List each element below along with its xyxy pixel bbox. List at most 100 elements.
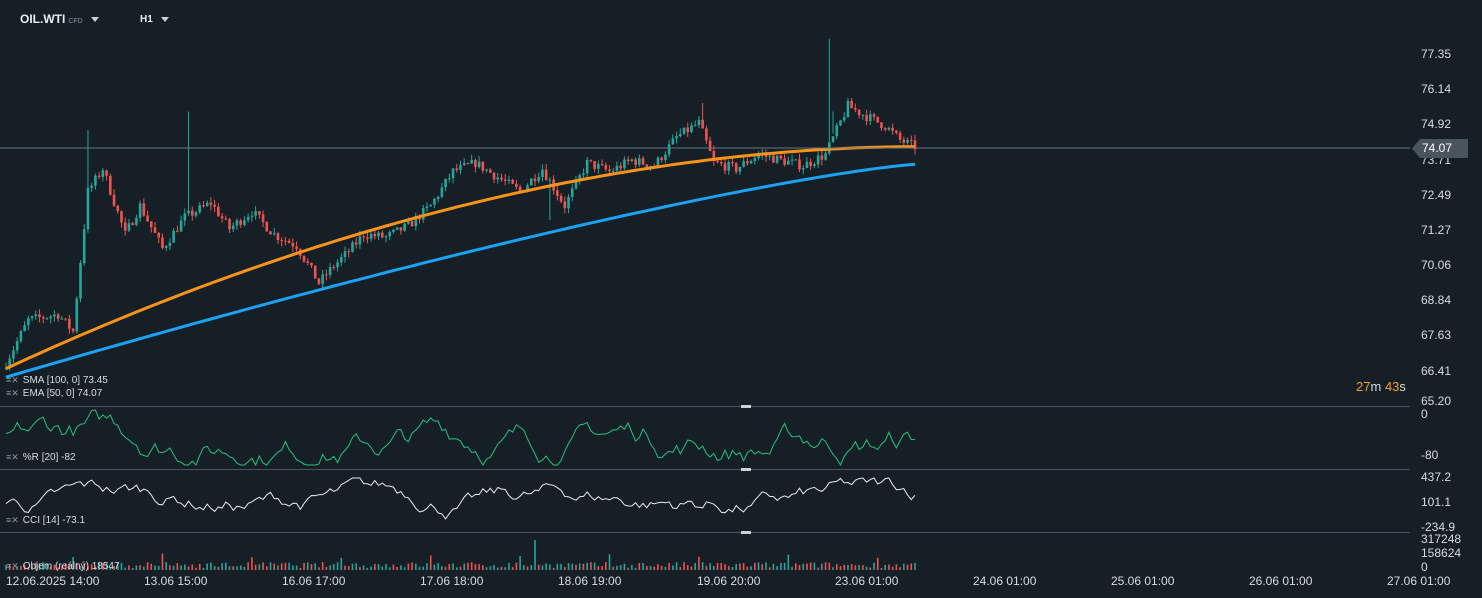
- volume-bar: [754, 562, 756, 570]
- candle-body: [518, 186, 522, 192]
- volume-bar: [645, 566, 648, 570]
- candle-body: [801, 168, 805, 170]
- settings-icon[interactable]: ≡✕: [6, 388, 19, 398]
- candle-body: [608, 169, 611, 172]
- volume-bar: [586, 562, 588, 570]
- candle-body: [377, 232, 380, 237]
- settings-icon[interactable]: ≡✕: [6, 452, 19, 462]
- volume-bar: [463, 563, 466, 570]
- volume-bar: [709, 563, 711, 570]
- candle-body: [764, 154, 768, 157]
- candle-body: [220, 216, 224, 219]
- volume-bar: [64, 563, 67, 570]
- candle-body: [265, 221, 269, 232]
- volume-bar: [817, 567, 819, 570]
- volume-bar: [824, 562, 827, 570]
- candle-body: [712, 151, 716, 161]
- volume-bar: [116, 562, 119, 570]
- sma-legend[interactable]: ≡✕ SMA [100, 0] 73.45: [6, 375, 108, 386]
- candle-body: [783, 158, 786, 165]
- candle-body: [172, 230, 175, 243]
- volume-bar: [575, 564, 577, 570]
- candle-body: [477, 161, 481, 168]
- candle-body: [544, 169, 548, 180]
- volume-bar: [482, 565, 484, 570]
- volume-bar: [582, 563, 585, 570]
- volume-bar: [411, 562, 413, 570]
- volume-bar: [247, 562, 249, 570]
- pane-resize-handle[interactable]: [741, 468, 751, 471]
- timeframe-selector[interactable]: H1: [140, 14, 169, 25]
- settings-icon[interactable]: ≡✕: [6, 515, 19, 525]
- candle-body: [27, 318, 30, 326]
- settings-icon[interactable]: ≡✕: [6, 375, 19, 385]
- volume-bar: [57, 567, 59, 570]
- candle-body: [79, 263, 82, 299]
- candle-body: [295, 246, 298, 250]
- candle-body: [809, 161, 812, 166]
- volume-bar: [511, 566, 514, 570]
- candle-body: [120, 211, 123, 223]
- settings-icon[interactable]: ≡✕: [6, 561, 19, 571]
- candle-body: [328, 267, 332, 275]
- candle-body: [529, 178, 533, 186]
- volume-bar: [761, 564, 764, 570]
- volume-bar: [184, 564, 186, 570]
- candle-body: [846, 100, 850, 118]
- volume-bar: [828, 562, 831, 570]
- volume-bar: [459, 566, 462, 570]
- volume-bar: [858, 564, 860, 570]
- volume-bar: [470, 562, 473, 570]
- candle-body: [906, 139, 909, 143]
- volume-bar: [217, 566, 220, 570]
- volume-bar: [638, 563, 641, 570]
- volume-bar: [195, 567, 197, 570]
- candle-body: [563, 201, 567, 209]
- candle-body: [507, 179, 511, 181]
- candle-body: [179, 220, 183, 232]
- volume-bar: [198, 564, 201, 570]
- volume-bar: [843, 564, 846, 570]
- volume-bar: [295, 565, 298, 570]
- candle-body: [116, 205, 120, 212]
- wr-legend[interactable]: ≡✕ %R [20] -82: [6, 452, 76, 463]
- cci-legend[interactable]: ≡✕ CCI [14] -73.1: [6, 515, 85, 526]
- candle-body: [775, 155, 779, 163]
- time-tick: 25.06 01:00: [1111, 574, 1175, 588]
- candle-body: [865, 115, 868, 122]
- volume-bar: [381, 566, 384, 570]
- candle-body: [731, 162, 734, 164]
- candle-body: [723, 163, 727, 171]
- volume-bar: [519, 555, 521, 570]
- candle-body: [600, 164, 604, 166]
- ema-legend[interactable]: ≡✕ EMA [50, 0] 74.07: [6, 388, 102, 399]
- candle-body: [105, 170, 108, 176]
- volume-bar: [906, 564, 909, 570]
- candle-body: [433, 198, 436, 205]
- pane-resize-handle[interactable]: [741, 531, 751, 534]
- volume-bar: [42, 562, 45, 570]
- candle-body: [574, 179, 578, 189]
- symbol-selector[interactable]: OIL.WTI CFD: [20, 12, 99, 26]
- candle-body: [831, 136, 835, 143]
- candle-body: [697, 119, 701, 126]
- pane-resize-handle[interactable]: [741, 405, 751, 408]
- candle-body: [861, 115, 865, 117]
- price-tick: 68.84: [1421, 293, 1452, 307]
- volume-legend[interactable]: ≡✕ Objem (reálný) 18547: [6, 561, 120, 572]
- candle-body: [60, 318, 64, 320]
- volume-bar: [254, 564, 257, 570]
- volume-bar: [593, 562, 596, 570]
- volume-bar: [46, 563, 48, 570]
- volume-bar: [180, 565, 182, 570]
- price-tick: 74.92: [1421, 117, 1452, 131]
- volume-bar: [649, 565, 652, 570]
- volume-bar: [489, 566, 492, 570]
- volume-bar: [564, 567, 566, 570]
- candle-body: [209, 202, 213, 205]
- volume-bar: [802, 563, 805, 570]
- candle-body: [392, 229, 395, 233]
- volume-bar: [571, 563, 574, 570]
- candle-body: [850, 100, 853, 109]
